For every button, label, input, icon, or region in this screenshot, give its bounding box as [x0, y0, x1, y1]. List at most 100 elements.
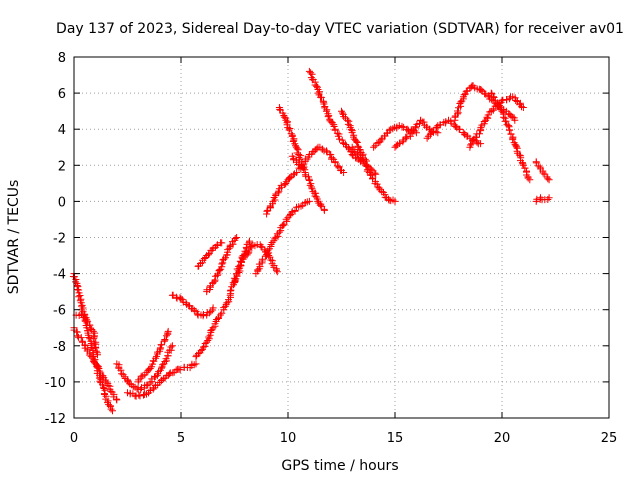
data-point: [90, 335, 98, 343]
data-point: [282, 114, 290, 122]
x-tick-label: 20: [494, 431, 511, 446]
data-point: [204, 337, 212, 344]
data-point: [287, 211, 294, 218]
data-point: [167, 343, 175, 351]
data-point: [434, 129, 442, 137]
series-track-14: [263, 169, 301, 218]
data-point: [280, 113, 288, 121]
data-point: [220, 255, 228, 263]
data-point: [521, 164, 529, 172]
data-point: [307, 69, 315, 77]
data-point: [406, 130, 414, 138]
data-point: [539, 169, 547, 177]
series-track-4: [113, 342, 176, 393]
data-point: [190, 361, 198, 369]
data-point: [102, 378, 110, 386]
data-point: [268, 239, 276, 246]
series-track-11: [220, 237, 253, 314]
data-point: [452, 122, 460, 130]
data-point: [266, 245, 273, 253]
data-point: [378, 188, 386, 196]
data-point: [524, 174, 532, 182]
data-point: [93, 349, 101, 357]
data-point: [459, 95, 467, 103]
data-point: [429, 127, 437, 135]
data-points: [69, 67, 553, 415]
data-point: [271, 234, 279, 242]
data-point: [208, 326, 216, 334]
data-point: [218, 260, 226, 268]
y-tick-label: -2: [53, 232, 66, 247]
series-track-10: [203, 234, 241, 296]
data-point: [490, 94, 498, 101]
data-point: [305, 153, 313, 161]
x-tick-label: 0: [70, 431, 78, 446]
data-point: [100, 385, 108, 392]
data-point: [320, 205, 328, 213]
data-point: [307, 180, 315, 188]
x-axis-label: GPS time / hours: [281, 458, 398, 474]
data-point: [213, 271, 221, 279]
data-point: [207, 327, 215, 334]
data-point: [474, 140, 482, 148]
series-track-2: [70, 324, 121, 404]
y-tick-label: 2: [58, 159, 66, 174]
data-point: [218, 309, 226, 317]
data-point: [534, 162, 542, 170]
data-point: [158, 364, 165, 372]
data-point: [72, 278, 79, 286]
data-point: [340, 113, 348, 121]
data-point: [290, 170, 298, 178]
data-point: [290, 171, 298, 179]
series-track-13: [252, 197, 313, 278]
data-point: [333, 129, 341, 137]
data-point: [330, 155, 338, 163]
series-track-6: [134, 327, 172, 386]
data-point: [283, 121, 291, 129]
data-point: [377, 136, 385, 144]
x-tick-label: 10: [280, 431, 297, 446]
data-point: [276, 105, 284, 113]
data-point: [211, 243, 219, 251]
series-track-3: [72, 310, 101, 359]
data-point: [209, 306, 217, 314]
series-track-7: [168, 291, 217, 320]
data-point: [83, 316, 91, 324]
data-point: [206, 331, 214, 339]
data-point: [375, 184, 383, 192]
data-point: [194, 310, 201, 318]
data-point: [95, 365, 103, 372]
data-point: [330, 123, 338, 130]
data-point: [319, 145, 326, 153]
series-track-26: [532, 158, 553, 184]
data-point: [286, 125, 294, 132]
data-point: [275, 187, 283, 195]
data-point: [224, 246, 232, 254]
data-point: [268, 260, 276, 268]
data-point: [84, 317, 92, 325]
data-point: [205, 309, 213, 317]
data-point: [385, 126, 393, 134]
data-point: [101, 391, 109, 398]
data-point: [215, 267, 223, 275]
data-point: [327, 151, 335, 159]
data-point: [286, 174, 294, 181]
data-point: [316, 201, 324, 209]
data-point: [76, 292, 84, 299]
data-point: [200, 343, 207, 351]
data-point: [227, 286, 235, 294]
data-point: [318, 93, 325, 101]
data-point: [354, 142, 362, 150]
data-point: [197, 347, 205, 355]
data-point: [274, 189, 282, 197]
x-tick-label: 15: [387, 431, 404, 446]
data-point: [257, 243, 265, 251]
data-point: [297, 202, 305, 210]
data-point: [161, 336, 169, 343]
data-point: [96, 377, 104, 385]
y-tick-label: -10: [45, 376, 66, 391]
data-point: [157, 344, 164, 352]
data-point: [361, 155, 369, 163]
data-point: [373, 139, 381, 147]
y-axis-label: SDTVAR / TECUs: [6, 180, 22, 295]
